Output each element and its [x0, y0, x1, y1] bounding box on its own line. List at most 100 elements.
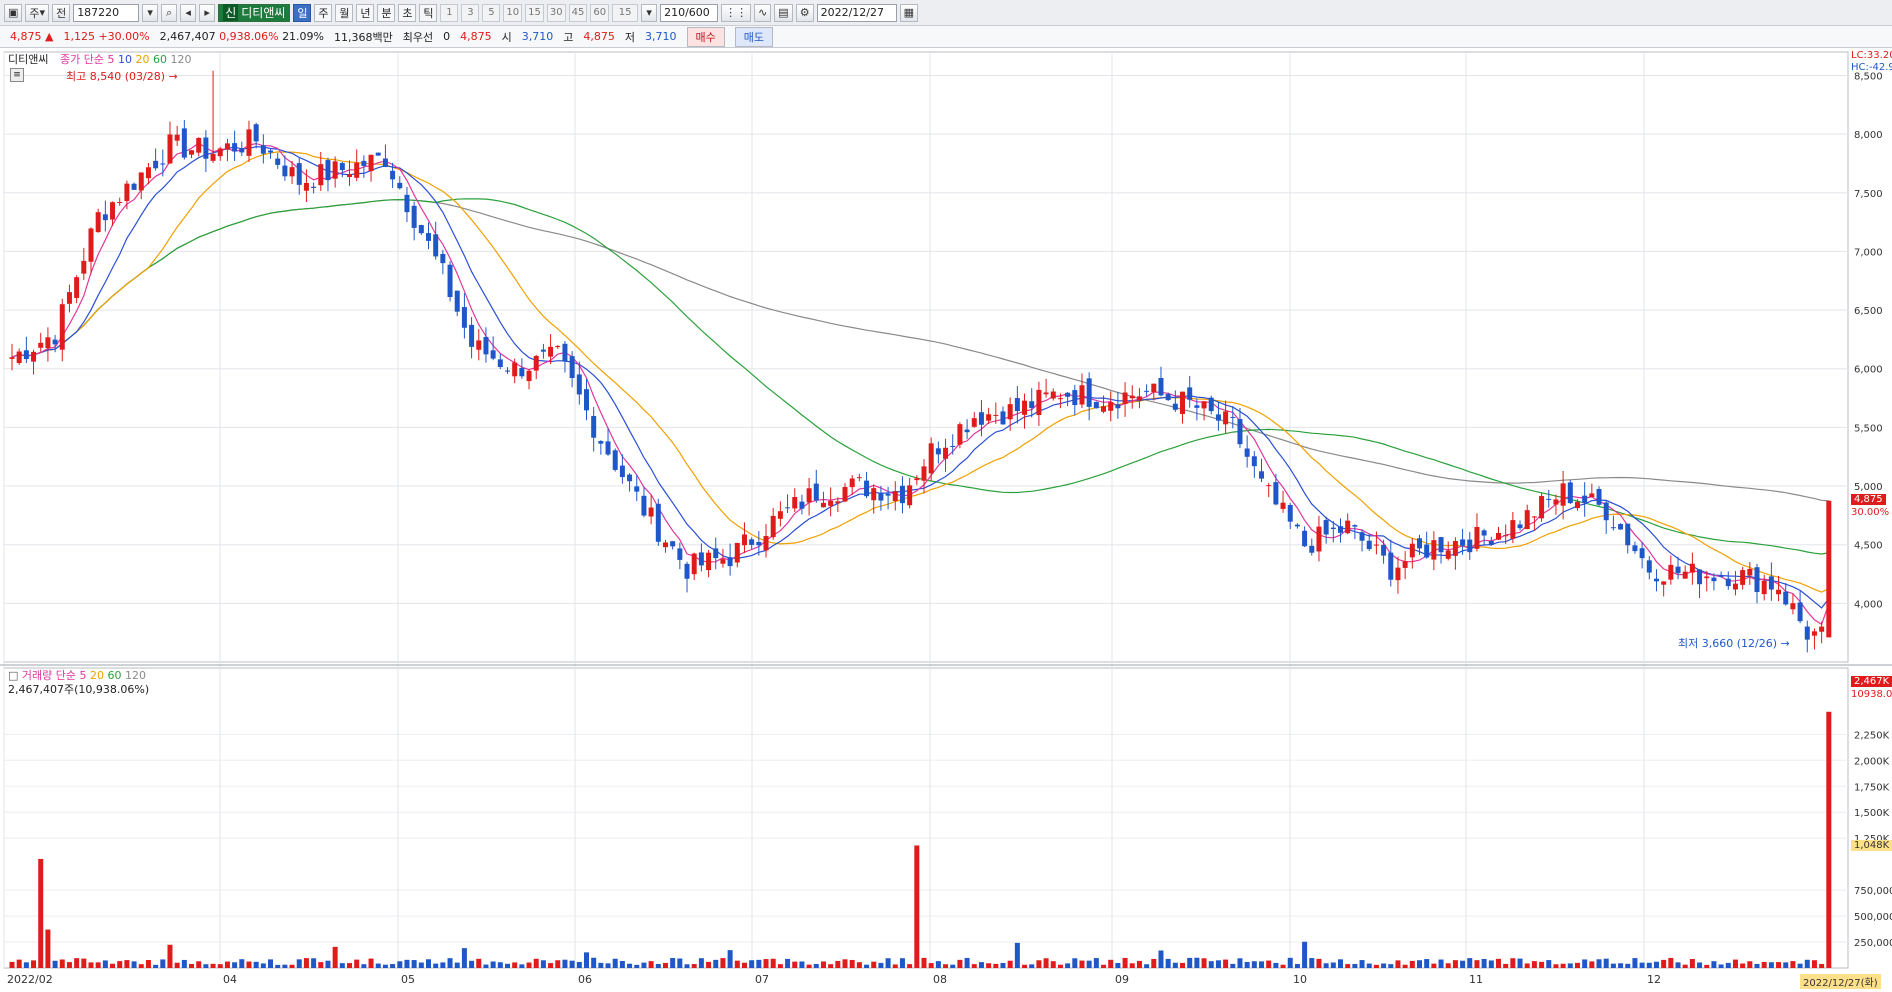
volume-bar — [1740, 963, 1746, 968]
unit-60[interactable]: 60 — [590, 3, 610, 22]
volume-bar — [964, 957, 970, 968]
period-week[interactable]: 주 — [314, 3, 333, 22]
candle-body — [986, 414, 992, 421]
period-day[interactable]: 일 — [293, 3, 312, 22]
unit-custom[interactable]: 15 — [612, 3, 639, 22]
period-tick[interactable]: 틱 — [419, 3, 438, 22]
candle-body — [1266, 485, 1272, 487]
candle-body — [1819, 626, 1825, 632]
code-type-select[interactable]: 전 — [52, 3, 71, 22]
quote-change: 1,125 +30.00% — [63, 30, 150, 43]
candle-body — [720, 559, 726, 564]
volume-bar — [1797, 963, 1803, 968]
sell-button[interactable]: 매도 — [734, 26, 773, 47]
volume-bar — [1158, 950, 1164, 968]
calendar-icon[interactable]: ▦ — [899, 3, 918, 22]
unit-1[interactable]: 1 — [440, 3, 459, 22]
stock-name-badge[interactable]: 신 디티앤씨 — [218, 3, 291, 22]
candle-body — [418, 225, 424, 234]
vol-last-tag: 2,467K — [1851, 676, 1892, 687]
candle-body — [145, 167, 151, 179]
market-select[interactable]: 주 ▾ — [25, 3, 50, 22]
candle-body — [1122, 392, 1128, 404]
volume-bar — [23, 962, 29, 968]
period-minute[interactable]: 분 — [377, 3, 396, 22]
volume-bar — [1768, 962, 1774, 968]
unit-5[interactable]: 5 — [482, 3, 501, 22]
candle-body — [1689, 563, 1695, 573]
volume-bar — [318, 962, 324, 968]
volume-bar — [591, 957, 597, 968]
window-icon[interactable]: ▣ — [4, 3, 23, 22]
candle-body — [347, 174, 353, 178]
low-label: 저 — [624, 30, 635, 44]
candle-body — [361, 160, 367, 166]
period-month[interactable]: 월 — [335, 3, 354, 22]
x-tick-label: 05 — [401, 973, 415, 986]
speaker-icon[interactable]: ◂ — [180, 3, 197, 22]
unit-3[interactable]: 3 — [461, 3, 480, 22]
candle-body — [203, 137, 209, 159]
panel-menu-icon[interactable]: ≡ — [10, 68, 24, 82]
count-max: /600 — [685, 6, 710, 19]
candle-body — [1402, 561, 1408, 568]
volume-bar — [203, 964, 209, 968]
chart-stock-name: 디티앤씨 — [8, 53, 49, 66]
stock-chart[interactable]: 8,500 8,000 7,500 7,000 6,500 6,000 5,500 5,000… — [0, 48, 1892, 992]
candle-body — [1661, 581, 1667, 585]
vol-avg-tag: 1,048K — [1851, 840, 1892, 851]
volume-bar — [1208, 961, 1214, 968]
unit-10[interactable]: 10 — [503, 3, 523, 22]
code-input[interactable]: 187220 — [73, 3, 140, 22]
candle-body — [368, 154, 374, 172]
volume-bar — [1783, 962, 1789, 968]
volume-bar — [433, 963, 439, 968]
volume-bar — [727, 950, 733, 968]
indicator-icon[interactable]: ⋮⋮ — [721, 3, 752, 22]
count-input[interactable]: 210/600 — [660, 3, 719, 22]
volume-bar — [1136, 960, 1142, 968]
volume-bar — [1086, 960, 1092, 968]
candle-body — [454, 290, 460, 312]
volume-bar — [1129, 963, 1135, 968]
volume-bar — [1395, 960, 1401, 968]
volume-bar — [217, 964, 223, 968]
code-dropdown[interactable]: ▾ — [142, 3, 159, 22]
candle-body — [246, 129, 252, 156]
period-second[interactable]: 초 — [398, 3, 417, 22]
unit-45[interactable]: 45 — [568, 3, 588, 22]
quote-low: 3,710 — [645, 30, 677, 43]
volume-bar — [993, 963, 999, 968]
volume-bar — [124, 960, 130, 968]
unit-dropdown[interactable]: ▾ — [641, 3, 658, 22]
save-icon[interactable]: ▤ — [774, 3, 793, 22]
candle-body — [354, 162, 360, 178]
candle-body — [440, 253, 446, 264]
candle-body — [706, 552, 712, 571]
candle-body — [727, 557, 733, 567]
volume-bar — [935, 961, 941, 968]
compare-icon[interactable]: ∿ — [754, 3, 772, 22]
volume-bar — [569, 960, 575, 968]
buy-button[interactable]: 매수 — [686, 26, 725, 47]
period-year[interactable]: 년 — [356, 3, 375, 22]
volume-bar — [1689, 959, 1695, 968]
volume-tick-label: 2,000K — [1854, 756, 1890, 767]
candle-body — [1388, 552, 1394, 580]
volume-bar — [260, 963, 266, 968]
volume-bar — [648, 961, 654, 968]
prev-stock-icon[interactable]: ▸ — [199, 3, 216, 22]
search-icon[interactable]: ⌕ — [161, 3, 178, 22]
volume-bar — [1237, 958, 1243, 968]
candle-body — [497, 359, 503, 367]
unit-30[interactable]: 30 — [546, 3, 566, 22]
unit-15[interactable]: 15 — [525, 3, 544, 22]
settings-icon[interactable]: ⚙ — [795, 3, 814, 22]
volume-bar — [1373, 964, 1379, 968]
volume-bar — [1416, 960, 1422, 968]
candle-body — [1316, 526, 1322, 552]
date-input[interactable]: 2022/12/27 — [816, 3, 897, 22]
volume-bar — [1072, 958, 1078, 968]
volume-bar — [655, 963, 661, 968]
volume-bar — [347, 963, 353, 968]
